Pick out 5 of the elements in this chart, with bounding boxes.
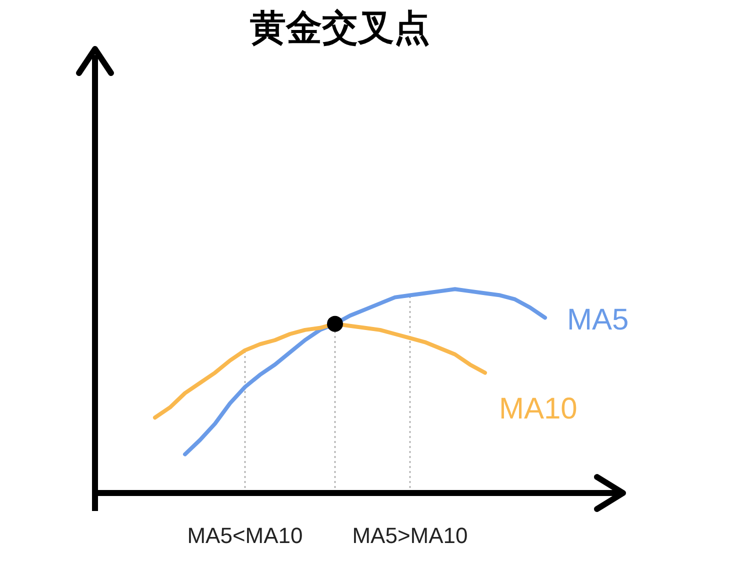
series-label: MA5 — [567, 304, 629, 337]
series-label: MA10 — [499, 392, 578, 426]
x-tick-label: MA5<MA10 — [187, 523, 303, 548]
x-tick-label: MA5>MA10 — [352, 523, 468, 548]
chart-title: 黄金交叉点 — [250, 7, 430, 48]
